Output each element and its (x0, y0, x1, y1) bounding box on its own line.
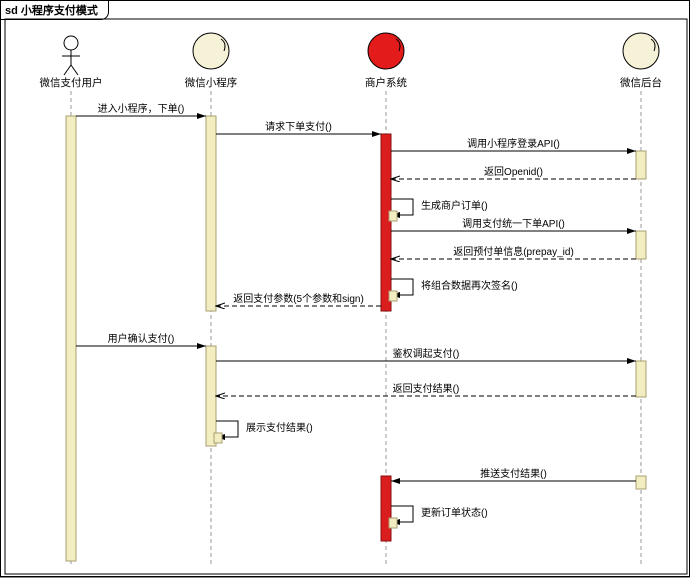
diagram-frame: sd 小程序支付模式 微信支付用户微信小程序商户系统微信后台进入小程序，下单()… (0, 0, 690, 577)
svg-text:返回预付单信息(prepay_id): 返回预付单信息(prepay_id) (453, 245, 574, 258)
svg-text:调用小程序登录API(): 调用小程序登录API() (467, 137, 560, 150)
svg-text:推送支付结果(): 推送支付结果() (480, 467, 547, 480)
svg-text:将组合数据再次签名(): 将组合数据再次签名() (421, 279, 518, 292)
svg-text:返回Openid(): 返回Openid() (484, 166, 543, 178)
svg-text:用户确认支付(): 用户确认支付() (108, 332, 175, 345)
svg-text:调用支付统一下单API(): 调用支付统一下单API() (462, 217, 565, 230)
svg-text:微信支付用户: 微信支付用户 (40, 76, 103, 89)
svg-text:微信小程序: 微信小程序 (185, 76, 238, 89)
svg-text:展示支付结果(): 展示支付结果() (246, 421, 313, 434)
svg-text:微信后台: 微信后台 (620, 76, 662, 89)
svg-text:生成商户订单(): 生成商户订单() (421, 199, 488, 212)
svg-text:进入小程序，下单(): 进入小程序，下单() (98, 102, 185, 115)
svg-text:请求下单支付(): 请求下单支付() (265, 120, 332, 133)
svg-text:更新订单状态(): 更新订单状态() (421, 506, 488, 519)
svg-text:鉴权调起支付(): 鉴权调起支付() (393, 347, 460, 360)
svg-text:商户系统: 商户系统 (365, 76, 407, 89)
sequence-svg: 微信支付用户 微信小程序 商户系统 微信后台进入小程序，下单() 请求下单支付() 调用小… (1, 1, 690, 578)
svg-text:返回支付结果(): 返回支付结果() (393, 382, 460, 395)
svg-text:返回支付参数(5个参数和sign): 返回支付参数(5个参数和sign) (233, 292, 364, 305)
